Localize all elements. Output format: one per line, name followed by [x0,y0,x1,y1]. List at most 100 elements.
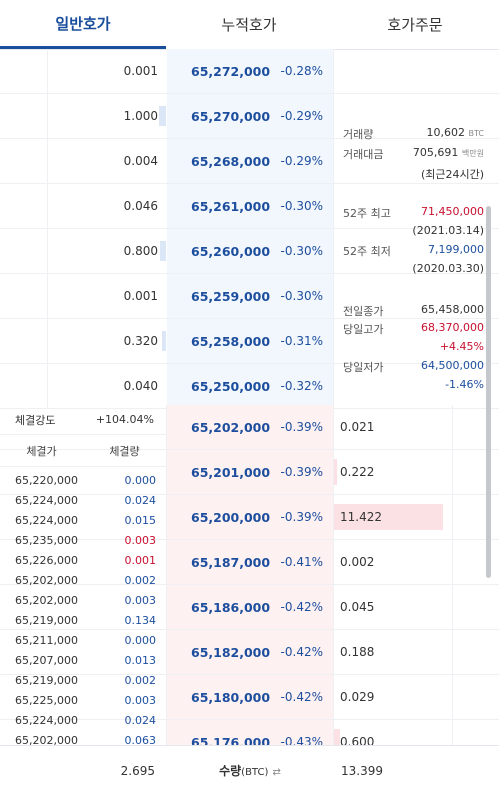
ask-price: 65,270,000 [191,108,271,124]
col-trade-volume: 체결량 [109,444,140,458]
bid-row[interactable]: 65,186,000 -0.42% 0.045 [0,585,499,630]
orderbook-footer: 2.695 수량(BTC) ⇄ 13.399 [0,745,499,795]
prev-close-label: 전일종가 [343,305,384,318]
bid-price-cell[interactable]: 65,180,000 -0.42% [167,675,333,719]
bid-price: 65,202,000 [191,419,271,435]
day-high-value: 68,370,000 [421,321,484,334]
tab-general-orderbook[interactable]: 일반호가 [0,0,166,49]
trade-row: 65,224,000 0.015 [0,510,166,530]
scrollbar[interactable] [486,206,491,578]
bid-change-pct: -0.42% [280,645,323,659]
bid-row[interactable]: 65,200,000 -0.39% 11.422 [0,495,499,540]
trade-row: 65,226,000 0.001 [0,550,166,570]
bid-price-cell[interactable]: 65,201,000 -0.39% [167,450,333,494]
trade-row: 65,211,000 0.000 [0,630,166,650]
bid-row[interactable]: 65,182,000 -0.42% 0.188 [0,630,499,675]
ask-price: 65,250,000 [191,378,271,394]
ask-price-cell[interactable]: 65,259,000 -0.30% [167,274,333,318]
bid-price-cell[interactable]: 65,182,000 -0.42% [167,630,333,674]
trade-volume: 0.013 [124,653,157,667]
day-low-value: 64,500,000 [421,359,484,372]
trade-price: 65,225,000 [15,693,78,707]
bid-price-cell[interactable]: 65,186,000 -0.42% [167,585,333,629]
trade-volume: 0.002 [124,573,157,587]
ask-price-cell[interactable]: 65,261,000 -0.30% [167,184,333,228]
unit-label: 수량 [219,764,242,778]
bid-size-cell: 0.045 [333,585,453,629]
trade-row: 65,220,000 0.000 [0,470,166,490]
bid-size-cell: 11.422 [333,495,453,539]
swap-icon[interactable]: ⇄ [272,767,281,778]
trade-price: 65,220,000 [15,473,78,487]
bid-size: 0.188 [340,645,375,659]
ask-size: 0.001 [123,64,158,78]
unit-sub: (BTC) [241,767,269,778]
ask-price: 65,259,000 [191,288,271,304]
bid-price: 65,180,000 [191,689,271,705]
tab-cumulative-orderbook[interactable]: 누적호가 [221,16,277,34]
trade-volume: 0.003 [124,533,157,547]
bid-price: 65,182,000 [191,644,271,660]
trade-volume: 0.002 [124,673,157,687]
trade-row: 65,207,000 0.013 [0,650,166,670]
ask-change-pct: -0.29% [280,154,323,168]
bid-row[interactable]: 65,180,000 -0.42% 0.029 [0,675,499,720]
ask-change-pct: -0.29% [280,109,323,123]
trade-volume: 0.024 [124,713,157,727]
bid-row[interactable]: 65,201,000 -0.39% 0.222 [0,450,499,495]
bid-size: 0.045 [340,600,375,614]
trade-price: 65,202,000 [15,733,78,746]
tab-orderbook-order[interactable]: 호가주문 [387,16,443,34]
quantity-unit-toggle[interactable]: 수량(BTC) ⇄ [167,762,333,779]
bid-size-cell: 0.002 [333,540,453,584]
ask-row[interactable]: 1.000 65,270,000 -0.29% [0,94,499,139]
ask-price-cell[interactable]: 65,250,000 -0.32% [167,364,333,408]
bid-price-cell[interactable]: 65,200,000 -0.39% [167,495,333,539]
bid-total: 13.399 [341,763,383,778]
bid-size: 0.002 [340,555,375,569]
bid-row[interactable]: 65,187,000 -0.41% 0.002 [0,540,499,585]
bid-size: 11.422 [340,510,382,524]
ask-price-cell[interactable]: 65,270,000 -0.29% [167,94,333,138]
ask-size: 0.001 [123,289,158,303]
day-high-label: 당일고가 [343,323,384,336]
ask-change-pct: -0.28% [280,64,323,78]
trade-price: 65,211,000 [15,633,78,647]
ask-price-cell[interactable]: 65,272,000 -0.28% [167,49,333,93]
ask-row[interactable]: 0.001 65,259,000 -0.30% [0,274,499,319]
bid-row[interactable]: 65,202,000 -0.39% 0.021 [0,405,499,450]
ask-price-cell[interactable]: 65,258,000 -0.31% [167,319,333,363]
ask-row[interactable]: 0.004 65,268,000 -0.29% [0,139,499,184]
ask-size-cell: 0.040 [47,364,166,408]
bid-price-cell[interactable]: 65,202,000 -0.39% [167,405,333,449]
trade-volume: 0.024 [124,493,157,507]
trade-row: 65,235,000 0.003 [0,530,166,550]
trade-price: 65,219,000 [15,673,78,687]
trade-table-header: 체결가 체결량 [0,435,166,467]
ask-row[interactable]: 0.001 65,272,000 -0.28% [0,49,499,94]
ask-price: 65,272,000 [191,63,271,79]
ask-price-cell[interactable]: 65,260,000 -0.30% [167,229,333,273]
ask-price-cell[interactable]: 65,268,000 -0.29% [167,139,333,183]
bid-size: 0.021 [340,420,375,434]
ask-change-pct: -0.30% [280,199,323,213]
bid-change-pct: -0.39% [280,465,323,479]
ask-size: 0.004 [123,154,158,168]
bid-price-cell[interactable]: 65,187,000 -0.41% [167,540,333,584]
ask-row[interactable]: 0.046 65,261,000 -0.30% [0,184,499,229]
trade-price: 65,224,000 [15,493,78,507]
bid-price: 65,186,000 [191,599,271,615]
ask-size-cell: 0.800 [47,229,166,273]
trade-volume: 0.000 [124,473,157,487]
amount-value: 705,691 백만원 [412,146,484,159]
ask-row[interactable]: 0.320 65,258,000 -0.31% [0,319,499,364]
trade-price: 65,202,000 [15,573,78,587]
bid-change-pct: -0.42% [280,690,323,704]
trade-history-panel: 체결강도 +104.04% 체결가 체결량 65,220,000 0.000 65,… [0,405,167,745]
ask-row[interactable]: 0.800 65,260,000 -0.30% [0,229,499,274]
bid-change-pct: -0.42% [280,600,323,614]
volume-label: 거래량 [343,128,374,141]
trade-volume: 0.134 [124,613,157,627]
trade-price: 65,235,000 [15,533,78,547]
strength-label: 체결강도 [15,413,56,427]
